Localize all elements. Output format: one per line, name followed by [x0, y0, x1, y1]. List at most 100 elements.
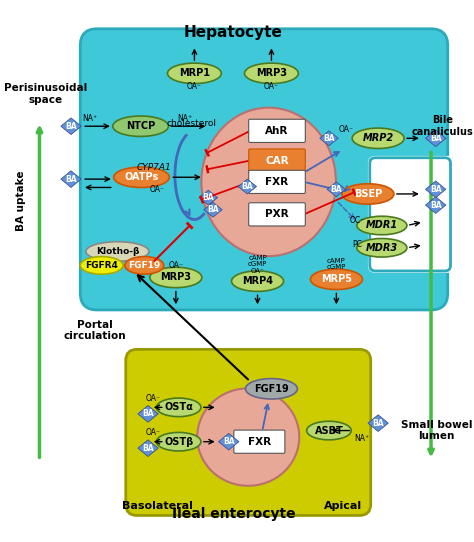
Text: Portal
circulation: Portal circulation: [64, 320, 127, 341]
Ellipse shape: [167, 63, 221, 83]
Text: AhR: AhR: [265, 126, 289, 136]
Text: NA⁺: NA⁺: [82, 114, 97, 123]
Text: cGMP: cGMP: [327, 264, 346, 270]
Text: BA: BA: [142, 409, 154, 418]
Text: Apical: Apical: [324, 501, 362, 511]
Text: OSTβ: OSTβ: [164, 437, 193, 447]
Text: OA⁻: OA⁻: [251, 268, 264, 274]
Text: BA: BA: [372, 418, 384, 428]
Text: ASBT: ASBT: [315, 425, 343, 436]
Ellipse shape: [125, 256, 164, 274]
Text: BA: BA: [65, 122, 77, 131]
Polygon shape: [327, 182, 346, 197]
Polygon shape: [368, 415, 388, 431]
Text: MRP4: MRP4: [242, 276, 273, 286]
Text: Klotho-β: Klotho-β: [96, 247, 139, 256]
Text: BA uptake: BA uptake: [16, 170, 26, 231]
Polygon shape: [219, 434, 239, 450]
Polygon shape: [138, 405, 158, 422]
Text: CAR: CAR: [265, 156, 289, 165]
Polygon shape: [61, 171, 81, 188]
Ellipse shape: [114, 167, 169, 188]
Text: OA⁻: OA⁻: [150, 185, 165, 194]
Polygon shape: [61, 118, 81, 134]
Polygon shape: [238, 179, 256, 194]
FancyBboxPatch shape: [249, 149, 305, 172]
Text: MRP5: MRP5: [321, 274, 352, 285]
Ellipse shape: [201, 108, 336, 256]
Ellipse shape: [307, 421, 351, 440]
Text: BA: BA: [223, 437, 235, 446]
Text: OA⁻: OA⁻: [145, 428, 160, 437]
Text: NA⁺: NA⁺: [178, 114, 193, 123]
Text: MRP2: MRP2: [363, 133, 394, 143]
Text: Small bowel
lumen: Small bowel lumen: [401, 420, 473, 441]
Text: OA⁻: OA⁻: [187, 82, 202, 91]
Text: MRP3: MRP3: [160, 273, 191, 282]
Text: MDR1: MDR1: [366, 221, 398, 230]
Polygon shape: [199, 190, 218, 205]
Text: BA: BA: [202, 193, 214, 202]
Text: OC⁻: OC⁻: [349, 216, 365, 225]
Text: NA⁺: NA⁺: [354, 434, 369, 443]
Text: BA: BA: [142, 444, 154, 453]
Text: BA: BA: [430, 134, 441, 143]
Text: FXR: FXR: [248, 437, 271, 447]
Text: cGMP: cGMP: [248, 261, 267, 267]
Text: Ileal enterocyte: Ileal enterocyte: [172, 507, 295, 521]
Text: PXR: PXR: [265, 209, 289, 220]
Text: CYP7A1: CYP7A1: [137, 164, 171, 172]
Text: FGFR4: FGFR4: [85, 261, 118, 270]
Ellipse shape: [150, 267, 202, 288]
Text: MRP1: MRP1: [179, 68, 210, 79]
FancyBboxPatch shape: [80, 29, 448, 310]
Ellipse shape: [342, 184, 394, 204]
Ellipse shape: [357, 216, 407, 235]
Polygon shape: [426, 130, 446, 147]
Ellipse shape: [86, 242, 149, 261]
Text: FXR: FXR: [265, 177, 289, 187]
Text: PC: PC: [352, 241, 362, 249]
Text: OSTα: OSTα: [164, 402, 193, 412]
FancyBboxPatch shape: [249, 203, 305, 226]
Ellipse shape: [156, 398, 201, 417]
Polygon shape: [319, 131, 338, 146]
Text: Perisinusoidal
space: Perisinusoidal space: [4, 83, 88, 105]
Text: BA: BA: [241, 182, 253, 191]
Ellipse shape: [310, 269, 362, 289]
Text: OA⁻: OA⁻: [264, 82, 279, 91]
Text: cAMP: cAMP: [327, 258, 346, 264]
Text: MDR3: MDR3: [366, 243, 398, 253]
Text: OA⁻: OA⁻: [145, 393, 160, 403]
Ellipse shape: [245, 63, 298, 83]
Text: BA: BA: [207, 205, 219, 214]
Ellipse shape: [352, 128, 404, 149]
FancyBboxPatch shape: [249, 170, 305, 193]
Text: NTCP: NTCP: [126, 121, 155, 131]
FancyBboxPatch shape: [368, 156, 457, 273]
Text: FGF19: FGF19: [128, 261, 160, 270]
Text: cAMP: cAMP: [248, 255, 267, 261]
Text: BA: BA: [65, 175, 77, 184]
Text: FGF19: FGF19: [254, 384, 289, 394]
Polygon shape: [426, 181, 446, 198]
FancyBboxPatch shape: [234, 430, 285, 453]
Ellipse shape: [80, 256, 123, 274]
Text: OA⁻: OA⁻: [168, 261, 183, 270]
Text: Hepatocyte: Hepatocyte: [184, 25, 283, 40]
Text: BA: BA: [430, 201, 441, 210]
Text: Bile
canaliculus: Bile canaliculus: [411, 115, 473, 137]
Text: BA: BA: [430, 185, 441, 194]
Ellipse shape: [357, 238, 407, 257]
Polygon shape: [426, 197, 446, 214]
Ellipse shape: [246, 379, 297, 399]
FancyBboxPatch shape: [126, 350, 371, 515]
Polygon shape: [138, 440, 158, 456]
Text: MRP3: MRP3: [256, 68, 287, 79]
Ellipse shape: [197, 388, 299, 486]
FancyBboxPatch shape: [249, 119, 305, 143]
Ellipse shape: [113, 116, 168, 137]
Ellipse shape: [231, 271, 283, 292]
Text: BA: BA: [323, 134, 335, 143]
Text: cholesterol: cholesterol: [167, 119, 217, 128]
